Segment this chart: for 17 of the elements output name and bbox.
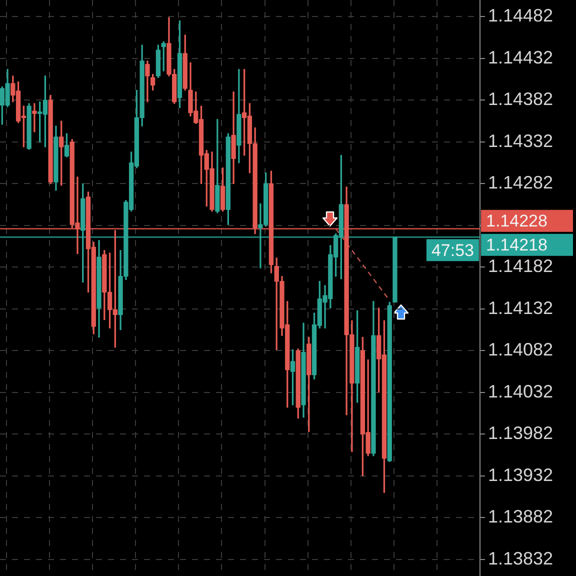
y-tick-label: 1.14282	[488, 172, 554, 193]
y-tick-label: 1.14082	[488, 340, 554, 360]
y-tick-label: 1.13882	[488, 506, 554, 527]
y-tick-label: 1.13832	[488, 548, 554, 568]
y-tick-label: 1.14132	[488, 298, 554, 318]
y-tick-label: 1.14182	[488, 256, 554, 276]
text: 47:53	[431, 240, 474, 260]
ref-line-label: 1.14228	[486, 212, 548, 231]
y-tick-label: 1.14332	[488, 130, 554, 151]
y-tick-label: 1.14382	[488, 89, 554, 110]
y-tick-label: 1.14482	[488, 6, 554, 26]
y-tick-label: 1.14032	[488, 381, 554, 402]
y-tick-label: 1.14432	[488, 47, 554, 68]
y-tick-label: 1.13982	[488, 423, 554, 444]
ref-line-label: 1.14218	[486, 236, 548, 255]
y-tick-label: 1.13932	[488, 464, 554, 485]
candlestick	[32, 103, 37, 132]
